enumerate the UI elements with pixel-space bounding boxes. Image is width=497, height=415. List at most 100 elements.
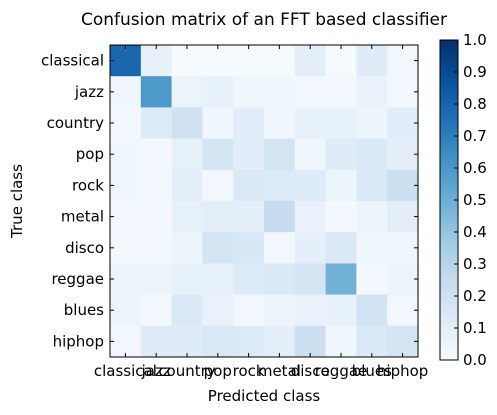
heatmap-cell [325, 232, 357, 264]
heatmap-cell [233, 76, 265, 108]
heatmap-cell [202, 76, 234, 108]
heatmap-cell [140, 263, 172, 295]
heatmap-cell [110, 232, 142, 264]
heatmap-cell [387, 263, 419, 295]
x-axis-label: Predicted class [208, 387, 321, 405]
heatmap-cell [233, 201, 265, 233]
heatmap-cell [202, 232, 234, 264]
y-ticks: classical jazz country pop rock metal disco reg… [41, 52, 418, 350]
heatmap-cell [325, 107, 357, 139]
heatmap-cell [264, 232, 296, 264]
heatmap-cell [110, 138, 142, 171]
heatmap-cell [264, 201, 296, 233]
plot-frame [109, 44, 419, 358]
heatmap-cell [294, 325, 326, 358]
heatmap-cell [356, 45, 388, 77]
y-tick-label: country [47, 114, 104, 132]
heatmap-cell [387, 325, 419, 358]
x-tick-label: blues [352, 362, 392, 380]
heatmap-cell [264, 169, 296, 202]
heatmap-cell [110, 263, 142, 295]
heatmap-cell [110, 294, 142, 327]
heatmap-cell [171, 138, 203, 171]
heatmap-cell [171, 325, 203, 358]
heatmap-cell [356, 169, 388, 202]
heatmap-cell [202, 107, 234, 139]
heatmap-cell [264, 45, 296, 77]
colorbar-tick-label: 0.1 [463, 319, 487, 337]
heatmap-cell [325, 45, 357, 77]
x-tick-label: metal [258, 362, 301, 380]
heatmap-cell [110, 201, 142, 233]
heatmap-cell [294, 45, 326, 77]
heatmap-cell [387, 294, 419, 327]
heatmap-cell [110, 76, 142, 108]
heatmap-cell [233, 45, 265, 77]
heatmap-cell [356, 294, 388, 327]
heatmap-cells [110, 45, 419, 358]
heatmap-cell [171, 201, 203, 233]
heatmap-cell [325, 294, 357, 327]
heatmap-cell [264, 107, 296, 139]
heatmap-cell [202, 263, 234, 295]
heatmap-cell [294, 232, 326, 264]
heatmap-cell [171, 45, 203, 77]
chart-title: Confusion matrix of an FFT based classif… [81, 10, 447, 30]
heatmap-cell [294, 76, 326, 108]
heatmap-cell [202, 294, 234, 327]
y-tick-label: disco [65, 239, 104, 257]
heatmap-cell [202, 325, 234, 358]
heatmap-cell [202, 45, 234, 77]
y-tick-label: jazz [74, 83, 104, 101]
heatmap-cell [387, 138, 419, 171]
colorbar-tick-label: 1.0 [463, 31, 487, 49]
heatmap-cell [264, 138, 296, 171]
heatmap-cell [387, 45, 419, 77]
heatmap-cell [325, 169, 357, 202]
heatmap-cell [233, 263, 265, 295]
heatmap-cell [264, 76, 296, 108]
colorbar-tick-label: 0.5 [463, 191, 487, 209]
x-tick-label: jazz [141, 362, 171, 380]
heatmap-cell [294, 138, 326, 171]
heatmap-cell [325, 138, 357, 171]
heatmap-cell [171, 107, 203, 139]
heatmap-cell [325, 325, 357, 358]
heatmap-cell [294, 169, 326, 202]
heatmap-cell [233, 232, 265, 264]
x-tick-label: rock [233, 362, 265, 380]
heatmap-cell [171, 263, 203, 295]
y-tick-label: pop [76, 145, 104, 163]
heatmap-cell [264, 263, 296, 295]
heatmap-cell [387, 107, 419, 139]
heatmap-cell [140, 107, 172, 139]
y-axis-label: True class [8, 164, 26, 239]
heatmap-cell [171, 232, 203, 264]
heatmap-cell [233, 138, 265, 171]
heatmap-cell [356, 76, 388, 108]
heatmap-cell [140, 201, 172, 233]
y-tick-label: blues [64, 301, 104, 319]
heatmap-cell [387, 76, 419, 108]
x-tick-label: classical [94, 362, 157, 380]
heatmap-cell [325, 76, 357, 108]
heatmap-cell [140, 76, 172, 108]
heatmap-cell [140, 294, 172, 327]
colorbar-tick-label: 0.4 [463, 223, 487, 241]
colorbar-tick-label: 0.3 [463, 255, 487, 273]
x-tick-label: pop [204, 362, 232, 380]
x-tick-label: disco [291, 362, 330, 380]
heatmap-cell [202, 138, 234, 171]
colorbar-tick-label: 0.2 [463, 287, 487, 305]
heatmap-cell [294, 294, 326, 327]
heatmap-cell [233, 294, 265, 327]
y-tick-label: rock [72, 176, 104, 194]
heatmap-cell [202, 169, 234, 202]
heatmap-cell [387, 232, 419, 264]
heatmap-cell [140, 232, 172, 264]
heatmap-cell [356, 107, 388, 139]
heatmap-cell [356, 138, 388, 171]
heatmap-cell [387, 169, 419, 202]
